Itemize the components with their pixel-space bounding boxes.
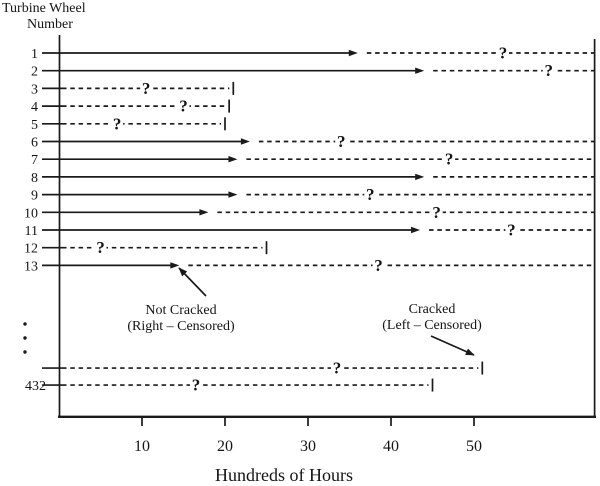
x-axis-label: Hundreds of Hours	[215, 465, 353, 485]
row-label: 8	[31, 171, 38, 186]
annotation-line2: (Left – Censored)	[382, 318, 482, 333]
row-12: 12?	[24, 238, 268, 257]
q-backing	[94, 238, 107, 257]
q-backing	[111, 114, 124, 133]
q-backing	[189, 376, 202, 395]
row-label: 3	[31, 82, 38, 97]
uncertainty-question-mark: ?	[142, 79, 151, 98]
row-4: 4?	[31, 97, 230, 116]
q-backing	[505, 221, 518, 239]
q-backing	[497, 44, 510, 62]
arrowhead	[411, 226, 421, 234]
uncertainty-question-mark: ?	[333, 359, 342, 378]
uncertainty-question-mark: ?	[179, 97, 188, 116]
uncertainty-question-mark: ?	[544, 61, 553, 80]
q-backing	[140, 79, 153, 98]
uncertainty-question-mark: ?	[337, 132, 346, 151]
annotation-line2: (Right – Censored)	[127, 319, 235, 334]
x-tick-label: 40	[383, 438, 399, 455]
ellipsis-dot	[23, 336, 27, 340]
uncertainty-question-mark: ?	[96, 238, 105, 257]
x-tick-label: 30	[300, 438, 316, 455]
row-7: 7?	[31, 150, 594, 169]
row-label: 11	[25, 224, 38, 239]
row-10: 10?	[24, 203, 594, 222]
row-9: 9?	[31, 185, 594, 204]
row-label: 4	[31, 100, 38, 115]
uncertainty-question-mark: ?	[432, 203, 441, 222]
data-rows: 1 ?2 ?3 ?4 ?5 ?6 ?7 ?89 ?10 ?11 ?12 ?13 ??432?	[24, 44, 594, 395]
q-backing	[331, 359, 344, 378]
not-cracked-label: Not Cracked(Right – Censored)	[127, 267, 235, 334]
arrowhead	[170, 262, 180, 269]
row-3: 3?	[31, 79, 235, 98]
arrowhead	[228, 156, 238, 163]
row-unlabeled: ?	[42, 359, 484, 378]
row-label: 6	[31, 136, 38, 151]
row-432: 432?	[25, 376, 434, 395]
uncertainty-question-mark: ?	[366, 185, 375, 204]
q-backing	[443, 150, 456, 169]
row-label: 9	[31, 189, 38, 204]
annotation-arrow	[178, 267, 207, 297]
uncertainty-question-mark: ?	[113, 114, 122, 133]
x-tick-label: 20	[217, 438, 233, 455]
arrowhead	[199, 209, 209, 216]
y-axis-title-line2: Number	[27, 17, 73, 32]
q-backing	[335, 132, 348, 151]
q-backing	[364, 185, 377, 204]
arrowhead	[240, 138, 250, 145]
annotation-line1: Not Cracked	[145, 303, 216, 318]
annotation-line1: Cracked	[409, 302, 456, 317]
uncertainty-question-mark: ?	[507, 221, 516, 240]
row-8: 8	[31, 171, 594, 186]
uncertainty-question-mark: ?	[445, 150, 454, 169]
arrowhead	[348, 49, 358, 57]
row-label: 13	[24, 259, 38, 274]
row-13: 13?	[24, 256, 594, 275]
q-backing	[372, 256, 385, 275]
x-tick-label: 10	[134, 438, 150, 455]
q-backing	[177, 97, 190, 116]
y-axis-title-line1: Turbine Wheel	[2, 1, 86, 16]
x-tick-label: 50	[466, 438, 482, 455]
row-label: 12	[24, 242, 38, 257]
row-1: 1?	[31, 44, 594, 63]
row-label: 432	[25, 379, 46, 394]
ellipsis-dot	[23, 322, 27, 326]
uncertainty-question-mark: ?	[192, 376, 201, 395]
row-label: 2	[31, 65, 38, 80]
arrowhead	[415, 173, 425, 181]
row-label: 5	[31, 118, 38, 133]
row-11: 11?	[25, 221, 594, 240]
q-backing	[542, 61, 555, 80]
row-2: 2?	[31, 61, 594, 80]
annotation-arrow	[430, 335, 475, 356]
row-label: 7	[31, 153, 38, 168]
arrowhead	[415, 67, 425, 74]
annotations: Not Cracked(Right – Censored) Cracked(Lef…	[127, 267, 482, 356]
row-5: 5?	[31, 114, 226, 133]
x-axis-ticks: 10 20 30 40 50	[134, 417, 482, 455]
cracked-label: Cracked(Left – Censored)	[382, 302, 482, 356]
arrowhead	[228, 191, 238, 198]
ellipsis-dot	[23, 350, 27, 354]
row-ellipsis-dots	[23, 322, 27, 354]
row-label: 10	[24, 206, 38, 221]
q-backing	[430, 203, 443, 222]
row-label: 1	[31, 47, 38, 62]
uncertainty-question-mark: ?	[374, 256, 383, 275]
uncertainty-question-mark: ?	[499, 44, 508, 63]
row-6: 6?	[31, 132, 594, 151]
